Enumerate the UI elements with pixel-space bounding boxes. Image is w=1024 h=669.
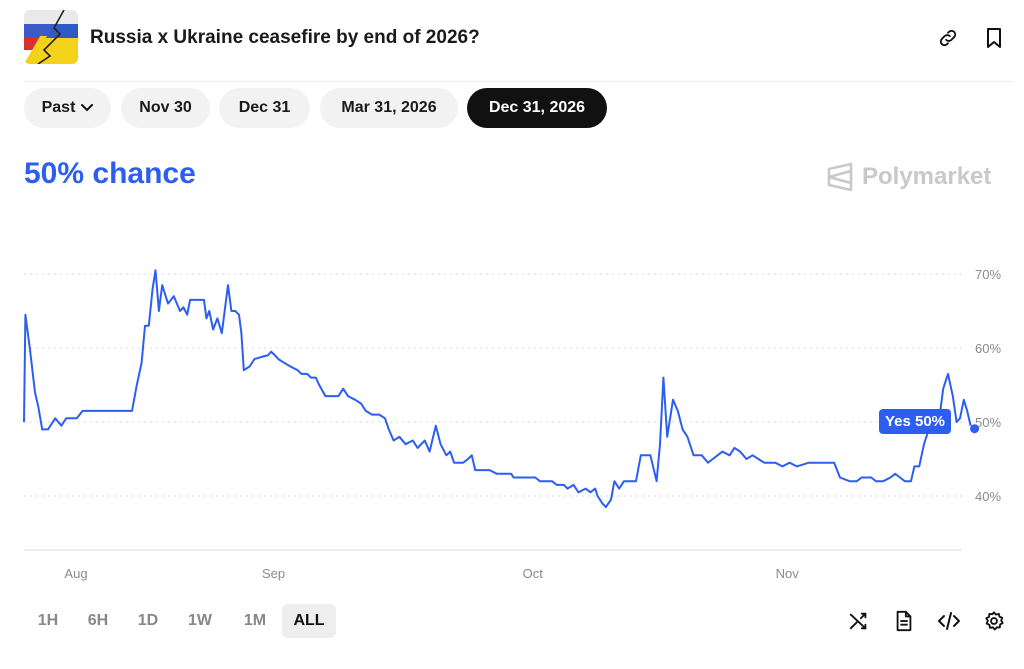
russia-ukraine-flag-image [24, 10, 78, 64]
date-tab-label: Mar 31, 2026 [341, 99, 437, 116]
date-tab-past[interactable]: Past [24, 88, 111, 128]
range-1d[interactable]: 1D [128, 604, 168, 638]
current-point-marker [970, 424, 980, 434]
link-icon[interactable] [936, 26, 960, 50]
date-tab-label: Nov 30 [139, 99, 192, 116]
date-tab-dec-31-2026[interactable]: Dec 31, 2026 [467, 88, 607, 128]
y-tick-label: 60% [975, 341, 1001, 356]
market-header: Russia x Ukraine ceasefire by end of 202… [24, 10, 1004, 66]
code-icon[interactable] [937, 609, 961, 633]
y-axis-labels: 70% 60% 50% 40% [975, 267, 1001, 504]
current-value-tooltip: Yes 50% [879, 409, 951, 434]
x-tick-label: Aug [64, 566, 87, 581]
range-6h[interactable]: 6H [78, 604, 118, 638]
polymarket-logo-icon [826, 162, 854, 192]
market-title: Russia x Ukraine ceasefire by end of 202… [90, 27, 480, 48]
x-axis-labels: Aug Sep Oct Nov [64, 566, 799, 581]
chevron-down-icon [81, 104, 94, 112]
document-icon[interactable] [892, 609, 916, 633]
y-tick-label: 50% [975, 415, 1001, 430]
range-1m[interactable]: 1M [234, 604, 276, 638]
range-label: 1H [37, 612, 59, 629]
range-1w[interactable]: 1W [178, 604, 222, 638]
chart-grid [24, 273, 962, 497]
range-all[interactable]: ALL [282, 604, 336, 638]
range-1h[interactable]: 1H [28, 604, 68, 638]
bookmark-icon[interactable] [982, 26, 1006, 50]
x-tick-label: Oct [523, 566, 544, 581]
date-tab-label: Dec 31 [238, 99, 291, 116]
y-tick-label: 70% [975, 267, 1001, 282]
date-tab-label: Dec 31, 2026 [488, 99, 586, 116]
settings-gear-icon[interactable] [982, 609, 1006, 633]
x-tick-label: Nov [776, 566, 800, 581]
range-label: 1D [137, 612, 159, 629]
polymarket-brand: Polymarket [826, 162, 991, 192]
date-tab-dec-31[interactable]: Dec 31 [219, 88, 310, 128]
header-divider [24, 81, 1014, 82]
brand-name: Polymarket [862, 163, 992, 190]
date-tab-nov-30[interactable]: Nov 30 [121, 88, 210, 128]
range-label: 6H [87, 612, 109, 629]
price-line [23, 269, 972, 509]
date-tab-mar-31-2026[interactable]: Mar 31, 2026 [320, 88, 458, 128]
chance-value: 50% chance [24, 157, 196, 190]
x-tick-label: Sep [262, 566, 285, 581]
range-label: 1M [243, 612, 267, 629]
range-label: ALL [293, 612, 325, 629]
shuffle-icon[interactable] [847, 609, 871, 633]
date-tab-label: Past [41, 99, 76, 116]
y-tick-label: 40% [975, 489, 1001, 504]
range-label: 1W [188, 612, 212, 629]
